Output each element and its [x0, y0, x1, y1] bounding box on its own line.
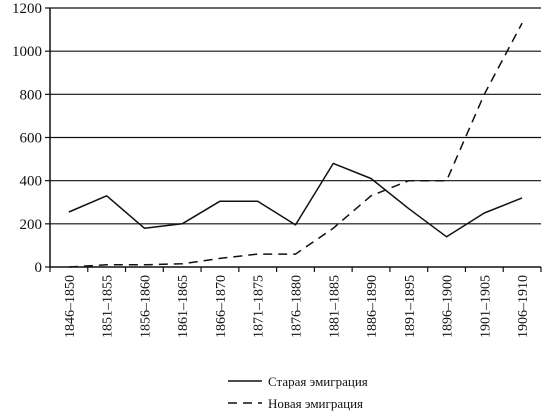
- x-tick-label: 1846–1850: [63, 275, 78, 338]
- series-line-old-emigration: [68, 162, 523, 238]
- x-tick-label: 1896–1900: [441, 275, 456, 338]
- x-tick-label: 1901–1905: [478, 275, 493, 338]
- x-tick-label: 1851–1855: [101, 275, 116, 338]
- x-tick-label: 1861–1865: [176, 275, 191, 338]
- series-lines: [68, 22, 523, 268]
- series-line-new-emigration: [68, 22, 523, 268]
- y-tick-label: 1000: [12, 44, 42, 60]
- y-axis-ticks: 0 200 400 600 800 1000 1200: [12, 1, 50, 276]
- x-axis-ticks: 1846–1850 1851–1855 1856–1860 1861–1865 1866…: [49, 267, 542, 338]
- x-tick-label: 1886–1890: [365, 275, 380, 338]
- x-tick-label: 1871–1875: [252, 275, 267, 338]
- x-tick-label: 1891–1895: [403, 275, 418, 338]
- x-tick-label: 1881–1885: [327, 275, 342, 338]
- legend-label: Новая эмиграция: [268, 396, 363, 411]
- legend: Старая эмиграция Новая эмиграция: [228, 374, 368, 411]
- x-tick-label: 1906–1910: [516, 275, 531, 338]
- y-tick-label: 0: [35, 260, 43, 276]
- gridlines: [50, 7, 541, 225]
- x-tick-label: 1876–1880: [290, 275, 305, 338]
- y-tick-label: 600: [20, 131, 43, 147]
- y-tick-label: 1200: [12, 1, 42, 17]
- y-tick-label: 400: [20, 174, 43, 190]
- y-tick-label: 800: [20, 87, 43, 103]
- y-tick-label: 200: [20, 217, 43, 233]
- x-tick-label: 1856–1860: [138, 275, 153, 338]
- legend-label: Старая эмиграция: [268, 374, 368, 389]
- x-tick-label: 1866–1870: [214, 275, 229, 338]
